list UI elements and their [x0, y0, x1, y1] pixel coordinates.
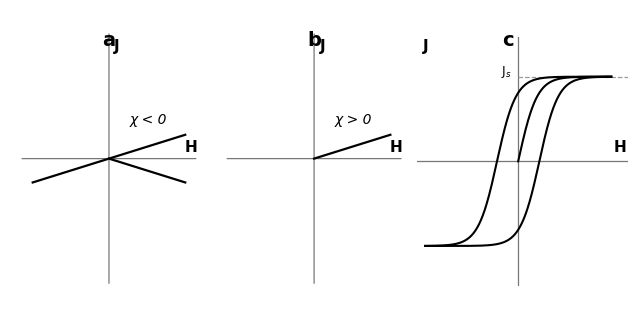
Text: J: J: [319, 39, 325, 54]
Text: J$_s$: J$_s$: [501, 64, 512, 80]
Text: c: c: [502, 31, 513, 50]
Text: a: a: [103, 31, 115, 50]
Text: H: H: [184, 140, 197, 155]
Text: J: J: [114, 39, 120, 54]
Text: H: H: [389, 140, 402, 155]
Text: χ < 0: χ < 0: [129, 113, 167, 128]
Text: χ > 0: χ > 0: [335, 113, 372, 128]
Text: H: H: [613, 140, 626, 155]
Text: b: b: [307, 31, 321, 50]
Text: J: J: [423, 39, 429, 54]
